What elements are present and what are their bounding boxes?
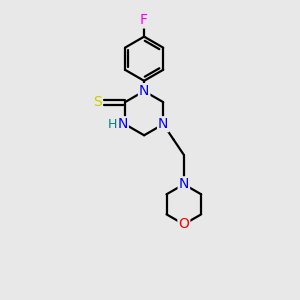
Text: N: N xyxy=(158,117,168,131)
Text: N: N xyxy=(179,177,189,191)
Text: H: H xyxy=(108,118,117,131)
Text: S: S xyxy=(93,95,102,109)
Text: N: N xyxy=(139,84,149,98)
Text: F: F xyxy=(140,14,148,27)
Text: O: O xyxy=(178,217,189,231)
Text: N: N xyxy=(117,117,128,131)
